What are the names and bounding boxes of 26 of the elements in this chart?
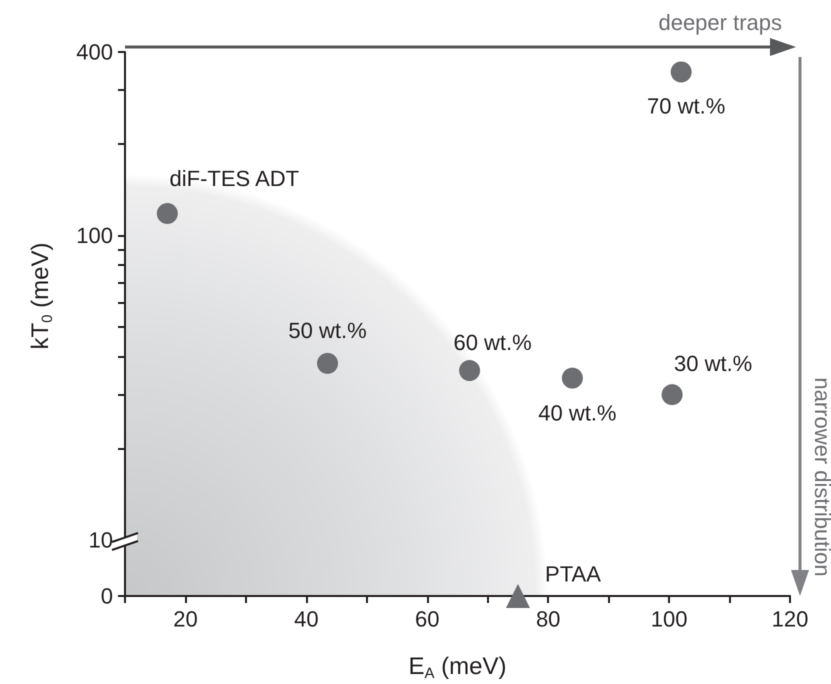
x-tick-label: 100 [650,606,688,632]
point [459,360,480,382]
y-tick-label: 10 [88,528,113,552]
x-tick-label: 80 [536,606,560,632]
y-tick-label: 100 [76,222,113,248]
y-tick-label: 400 [76,40,113,64]
point [156,203,178,224]
annotation: 60 wt.% [453,330,532,356]
x-tick-label: 20 [173,606,198,632]
x-tick-label: 120 [772,606,808,632]
y-axis-title: kT0 (meV) [27,242,56,350]
annotation: PTAA [545,562,602,586]
point [562,368,583,389]
annotation: 70 wt.% [647,93,726,118]
x-tick-label: 40 [294,606,319,632]
annotation: 40 wt.% [538,400,616,426]
point [317,352,338,374]
point [670,61,692,82]
x-tick-label: 60 [415,606,440,632]
y-tick-label: 0 [100,584,113,608]
text: narrower distribution [809,377,831,577]
point [662,384,683,406]
annotation: 30 wt.% [674,351,752,376]
annotation: 50 wt.% [288,318,367,343]
annotation: diF-TES ADT [170,166,300,191]
text: deeper traps [658,10,782,36]
